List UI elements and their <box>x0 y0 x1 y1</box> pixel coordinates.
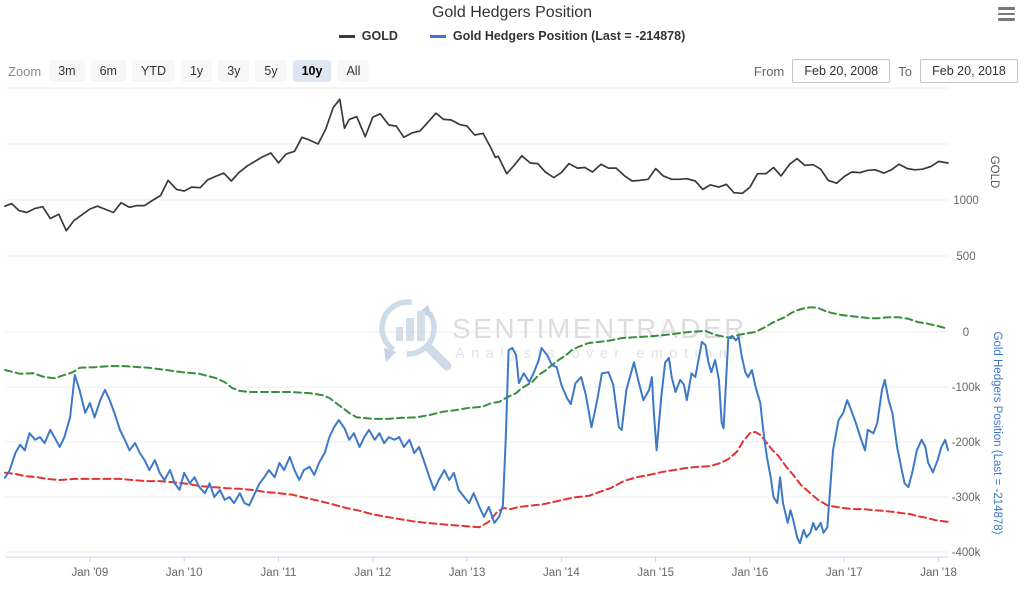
menu-bar <box>998 12 1015 15</box>
legend-line-swatch <box>429 34 446 38</box>
green-dashed-band-line <box>4 306 948 420</box>
x-tick-label: Jan '16 <box>732 567 769 579</box>
x-tick-label: Jan '17 <box>826 567 863 579</box>
zoom-label: Zoom <box>8 63 42 79</box>
logo-bar <box>396 327 403 341</box>
red-dashed-band-line <box>4 431 949 529</box>
watermark-brand: SENTIMENTRADER <box>452 313 747 344</box>
zoom-button-10y[interactable]: 10y <box>292 60 332 82</box>
x-tick-label: Jan '09 <box>72 567 109 579</box>
x-tick-label: Jan '15 <box>637 567 674 579</box>
plot-area[interactable] <box>5 84 948 557</box>
hedgers-series-line <box>4 334 949 545</box>
x-tick-label: Jan '14 <box>543 567 580 579</box>
gold-y-tick-label: 500 <box>956 251 975 263</box>
logo-arrowhead <box>384 348 396 362</box>
zoom-button-5y[interactable]: 5y <box>255 60 287 82</box>
watermark-tagline: Analysis over emotion <box>455 346 733 362</box>
x-tick-label: Jan '11 <box>261 567 297 579</box>
page-title: Gold Hedgers Position <box>431 4 593 21</box>
legend: GOLD Gold Hedgers Position (Last = -21487… <box>0 29 1024 43</box>
logo-bar <box>417 311 425 341</box>
hedgers-axis-title: Gold Hedgers Position (Last = -214878) <box>991 332 1003 535</box>
legend-item-gold[interactable]: GOLD <box>338 29 398 43</box>
logo-magnifier-handle-icon <box>423 342 452 371</box>
zoom-button-1y[interactable]: 1y <box>180 60 213 82</box>
gold-axis-title: GOLD <box>988 156 1000 189</box>
x-tick-label: Jan '10 <box>166 567 203 579</box>
watermark: SENTIMENTRADER Analysis over emotion <box>379 299 747 371</box>
x-tick-label: Jan '12 <box>354 567 391 579</box>
zoom-button-ytd[interactable]: YTD <box>131 60 175 82</box>
from-label: From <box>753 63 785 79</box>
date-range-group: From To <box>754 59 1018 83</box>
zoom-button-3y[interactable]: 3y <box>218 60 250 82</box>
menu-icon[interactable] <box>998 7 1016 23</box>
logo-bar <box>406 318 414 341</box>
hedgers-y-tick-label: -300k <box>952 492 981 504</box>
hedgers-y-tick-label: 0 <box>963 327 969 339</box>
zoom-button-group: Zoom 3m 6m YTD 1y 3y 5y 10y All <box>8 60 370 82</box>
zoom-button-6m[interactable]: 6m <box>90 60 126 82</box>
legend-item-hedgers[interactable]: Gold Hedgers Position (Last = -214878) <box>429 29 686 43</box>
gold-y-tick-label: 1000 <box>953 195 979 207</box>
menu-bar <box>998 7 1015 10</box>
x-tick-label: Jan '13 <box>449 567 486 579</box>
hedgers-y-tick-label: -200k <box>952 437 981 449</box>
from-date-input[interactable] <box>792 59 891 83</box>
gold-series-line <box>4 98 949 232</box>
hedgers-y-tick-label: -100k <box>952 382 981 394</box>
menu-bar <box>998 18 1015 21</box>
zoom-button-all[interactable]: All <box>337 60 370 82</box>
hedgers-y-tick-label: -400k <box>952 547 981 559</box>
x-tick-label: Jan '18 <box>920 567 957 579</box>
to-date-input[interactable] <box>920 59 1018 83</box>
legend-label: Gold Hedgers Position (Last = -214878) <box>452 29 686 43</box>
legend-line-swatch <box>338 34 355 38</box>
to-label: To <box>898 63 912 79</box>
zoom-button-3m[interactable]: 3m <box>49 60 85 82</box>
legend-label: GOLD <box>361 29 398 43</box>
